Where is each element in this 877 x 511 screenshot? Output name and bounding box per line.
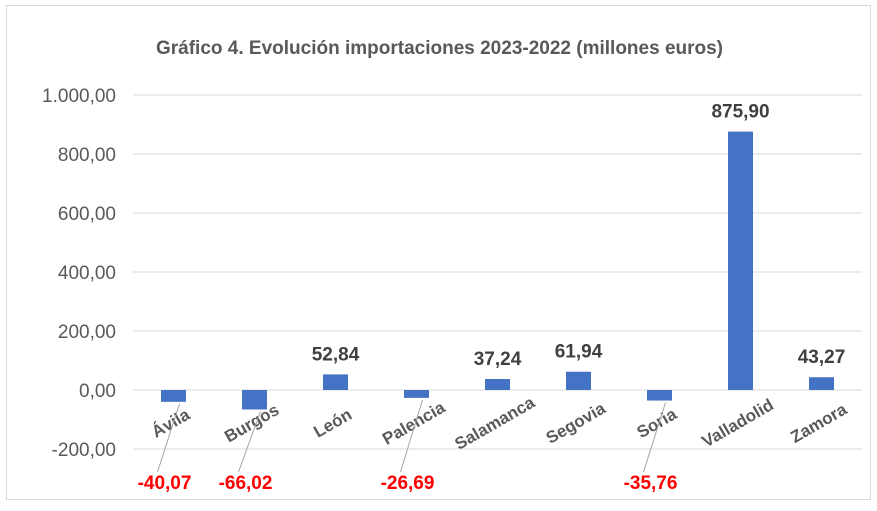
data-label: 875,90 [711, 102, 769, 123]
category-label: Valladolid [699, 395, 777, 451]
data-label: 52,84 [312, 344, 360, 365]
category-label: Soria [634, 404, 681, 442]
bar-burgos [242, 390, 267, 410]
data-label-leader [400, 399, 423, 473]
y-tick-label: 400,00 [58, 263, 116, 284]
chart-frame: Gráfico 4. Evolución importaciones 2023-… [6, 5, 871, 500]
bar-segovia [566, 371, 591, 390]
bars [161, 131, 834, 410]
category-label: Salamanca [452, 393, 539, 454]
data-label-leader [238, 411, 261, 473]
bar-chart: -200,00 0,00 200,00 400,00 600,00 800,00 1.000… [42, 86, 862, 494]
y-tick-label: 200,00 [58, 322, 116, 343]
y-tick-label: 800,00 [58, 145, 116, 166]
category-label: Ávila [148, 405, 193, 442]
data-label: 61,94 [555, 342, 603, 363]
bar-valladolid [728, 131, 753, 390]
category-label: Zamora [787, 399, 850, 446]
y-tick-label: 600,00 [58, 204, 116, 225]
data-label-leader [643, 402, 666, 473]
bar-león [323, 374, 348, 390]
data-label: 43,27 [798, 347, 846, 368]
category-label: León [310, 405, 355, 442]
data-label: -35,76 [624, 473, 678, 494]
data-labels: -40,07 -66,02 52,84 -26,69 37,24 61,94 -35,76 8… [138, 102, 846, 494]
y-tick-label: 1.000,00 [42, 86, 116, 107]
category-label: Palencia [379, 397, 449, 448]
bar-salamanca [485, 379, 510, 390]
chart-title: Gráfico 4. Evolución importaciones 2023-… [155, 38, 724, 59]
bar-zamora [809, 377, 834, 390]
bar-palencia [404, 390, 429, 398]
data-label: -26,69 [381, 473, 435, 494]
bar-soria [647, 390, 672, 401]
bar-ávila [161, 390, 186, 402]
y-tick-label: 0,00 [79, 381, 116, 402]
y-tick-label: -200,00 [52, 440, 116, 461]
data-label: -66,02 [219, 473, 273, 494]
data-label-leader [157, 403, 180, 473]
data-label: 37,24 [474, 349, 522, 370]
y-axis-ticks: -200,00 0,00 200,00 400,00 600,00 800,00 1.000… [42, 86, 116, 461]
category-label: Segovia [543, 398, 609, 447]
data-label: -40,07 [138, 473, 192, 494]
